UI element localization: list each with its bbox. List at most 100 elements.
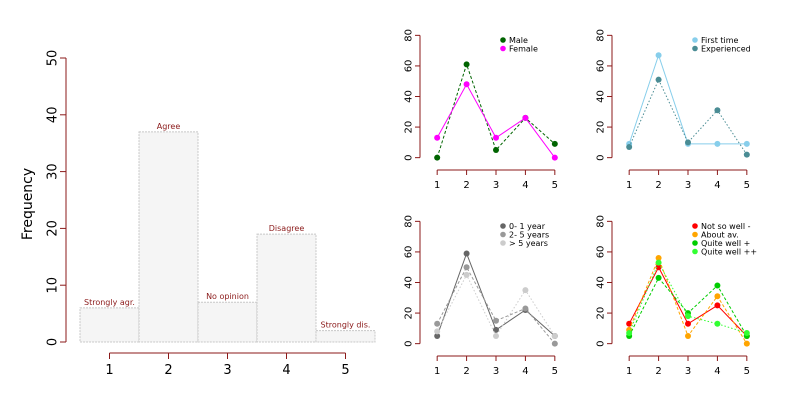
series-line <box>436 83 556 158</box>
series-point <box>714 302 721 309</box>
series-line <box>628 53 747 145</box>
legend-label: Quite well ++ <box>701 247 757 256</box>
line-panel-x-tick-label: 3 <box>685 180 691 191</box>
line-panel-x-tick-label: 2 <box>655 366 661 377</box>
series-point <box>626 329 633 336</box>
legend-label: Male <box>509 36 528 45</box>
line-panel-y-tick-label: 80 <box>404 215 415 228</box>
series-point <box>655 259 662 266</box>
legend-marker <box>692 248 698 255</box>
series-point <box>743 340 750 347</box>
line-panel-x-tick-label: 3 <box>685 366 691 377</box>
legend-label: Not so well - <box>701 222 751 231</box>
series-point <box>463 61 470 68</box>
legend-marker <box>692 240 698 246</box>
series-point <box>493 333 499 340</box>
line-panel-x-tick-label: 1 <box>626 366 632 377</box>
line-panel-x-tick-label: 2 <box>463 180 469 191</box>
series-line <box>436 266 556 344</box>
series-point <box>685 333 691 340</box>
series-point <box>743 140 750 147</box>
line-panel-y-tick-label: 0 <box>404 340 415 346</box>
line-panel-x-tick-label: 4 <box>714 366 720 377</box>
legend-label: Experienced <box>701 44 751 53</box>
line-panel-x-tick-label: 4 <box>522 180 528 191</box>
line-panel-x-tick-label: 5 <box>552 366 558 377</box>
histogram-bar <box>138 131 199 343</box>
series-point <box>685 139 691 146</box>
line-panel-x-tick-label: 5 <box>744 180 750 191</box>
series-point <box>463 264 470 271</box>
legend-marker <box>692 37 698 43</box>
legend-marker <box>500 37 506 43</box>
line-panel-y-tick-label: 0 <box>596 154 607 160</box>
series-point <box>551 140 558 147</box>
series-point <box>714 282 721 289</box>
histogram-x-tick-label: 5 <box>341 363 349 378</box>
line-panel-x-tick-label: 3 <box>493 366 499 377</box>
series-point <box>714 293 721 300</box>
series-line <box>436 62 556 158</box>
histogram-y-tick-label: 30 <box>46 163 61 180</box>
series-point <box>551 333 558 340</box>
series-point <box>551 340 558 347</box>
legend-label: Female <box>509 44 538 53</box>
histogram-bar <box>197 301 258 343</box>
line-panel-x-tick-label: 5 <box>744 366 750 377</box>
line-panel-y-tick-label: 20 <box>596 121 607 134</box>
line-panel-y-tick-label: 40 <box>404 276 415 289</box>
legend-label: 0- 1 year <box>509 222 546 231</box>
histogram-y-tick-label: 40 <box>46 107 61 124</box>
line-panel-x-tick-label: 2 <box>655 180 661 191</box>
legend-label: > 5 years <box>509 239 548 248</box>
histogram-bar <box>79 307 140 343</box>
legend-marker <box>500 45 506 52</box>
histogram-bar-label: Strongly agr. <box>84 298 135 307</box>
series-point <box>655 274 662 281</box>
series-point <box>493 147 499 154</box>
histogram-bar-label: No opinion <box>206 292 249 301</box>
series-point <box>434 320 441 327</box>
series-point <box>743 329 750 336</box>
series-point <box>522 287 529 294</box>
series-point <box>655 52 662 59</box>
series-point <box>714 320 721 327</box>
series-line <box>628 256 748 344</box>
series-point <box>522 114 529 121</box>
series-point <box>743 151 750 158</box>
histogram-bar-label: Strongly dis. <box>321 321 371 330</box>
series-point <box>655 76 662 83</box>
line-panel-y-tick-label: 0 <box>596 340 607 346</box>
series-point <box>493 326 499 333</box>
histogram-y-tick-label: 50 <box>46 50 61 67</box>
line-panel-y-tick-label: 40 <box>596 276 607 289</box>
line-panel-y-tick-label: 60 <box>596 246 607 259</box>
histogram-y-tick-label: 0 <box>46 338 61 346</box>
histogram-x-tick-label: 3 <box>223 363 231 378</box>
series-line <box>628 78 748 155</box>
series-point <box>655 255 662 262</box>
series-point <box>522 305 529 312</box>
histogram-x-tick-label: 4 <box>282 363 290 378</box>
legend-marker <box>500 231 506 238</box>
legend-label: First time <box>701 36 739 45</box>
legend-marker <box>500 240 506 246</box>
line-panel-y-tick-label: 20 <box>596 307 607 320</box>
histogram-bar <box>315 330 376 343</box>
line-panel-y-tick-label: 60 <box>596 60 607 73</box>
series-point <box>434 154 441 161</box>
histogram-bar <box>256 233 317 343</box>
series-point <box>463 271 470 278</box>
legend-marker <box>692 231 698 238</box>
series-point <box>685 313 691 320</box>
line-panel-y-tick-label: 40 <box>596 90 607 103</box>
line-panel-y-tick-label: 40 <box>404 90 415 103</box>
histogram-x-tick-label: 1 <box>105 363 113 378</box>
line-panel-x-tick-label: 1 <box>434 180 440 191</box>
line-panel-y-tick-label: 60 <box>404 246 415 259</box>
series-point <box>493 317 499 324</box>
line-panel-y-tick-label: 60 <box>404 60 415 73</box>
